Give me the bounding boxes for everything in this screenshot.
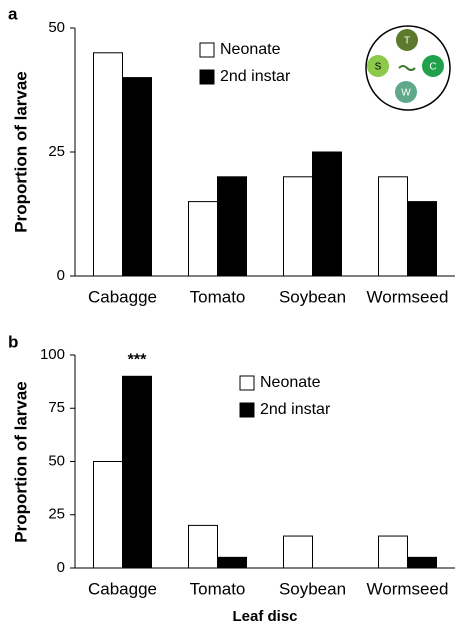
bar [283,176,313,277]
inset-label: T [404,36,410,47]
bar [217,556,247,569]
legend-label: Neonate [220,41,281,58]
bar [122,375,152,569]
x-tick-label: Tomato [190,287,246,306]
y-tick-label: 0 [57,559,65,576]
bar [378,176,408,277]
legend-label: 2nd instar [220,68,291,85]
y-tick-label: 0 [57,267,65,284]
x-tick-label: Tomato [190,579,246,598]
inset-disc [367,55,389,77]
inset-label: W [401,88,411,99]
legend-swatch [239,402,255,418]
y-tick-label: 25 [48,506,65,523]
bar [93,52,123,277]
x-tick-label: Wormseed [367,579,449,598]
panel-label: a [8,4,18,23]
annotation: *** [128,352,147,369]
bar [122,77,152,277]
bar [188,201,218,277]
x-tick-label: Cabagge [88,579,157,598]
y-axis-label: Proportion of larvae [11,71,30,233]
inset-disc [422,55,444,77]
y-axis-label: Proportion of larvae [11,381,30,543]
bar [188,524,218,569]
legend-swatch [199,42,215,58]
inset [365,25,451,111]
bar [407,201,437,277]
bar [407,556,437,569]
y-tick-label: 100 [40,346,65,363]
inset-label: S [375,62,382,73]
bar [283,535,313,569]
y-tick-label: 25 [48,143,65,160]
inset-disc [396,29,418,51]
x-tick-label: Wormseed [367,287,449,306]
x-axis-label: Leaf disc [232,608,297,625]
inset-disc [395,81,417,103]
legend-label: Neonate [260,374,321,391]
y-tick-label: 50 [48,19,65,36]
bar [93,461,123,569]
panel-label: b [8,332,18,351]
y-tick-label: 50 [48,452,65,469]
x-tick-label: Soybean [279,579,346,598]
legend-label: 2nd instar [260,401,331,418]
inset-larva [398,65,416,71]
bar [378,535,408,569]
y-tick-label: 75 [48,399,65,416]
inset-label: C [429,62,436,73]
legend-swatch [199,69,215,85]
x-tick-label: Cabagge [88,287,157,306]
legend-swatch [239,375,255,391]
x-tick-label: Soybean [279,287,346,306]
bar [217,176,247,277]
bar [312,151,342,277]
